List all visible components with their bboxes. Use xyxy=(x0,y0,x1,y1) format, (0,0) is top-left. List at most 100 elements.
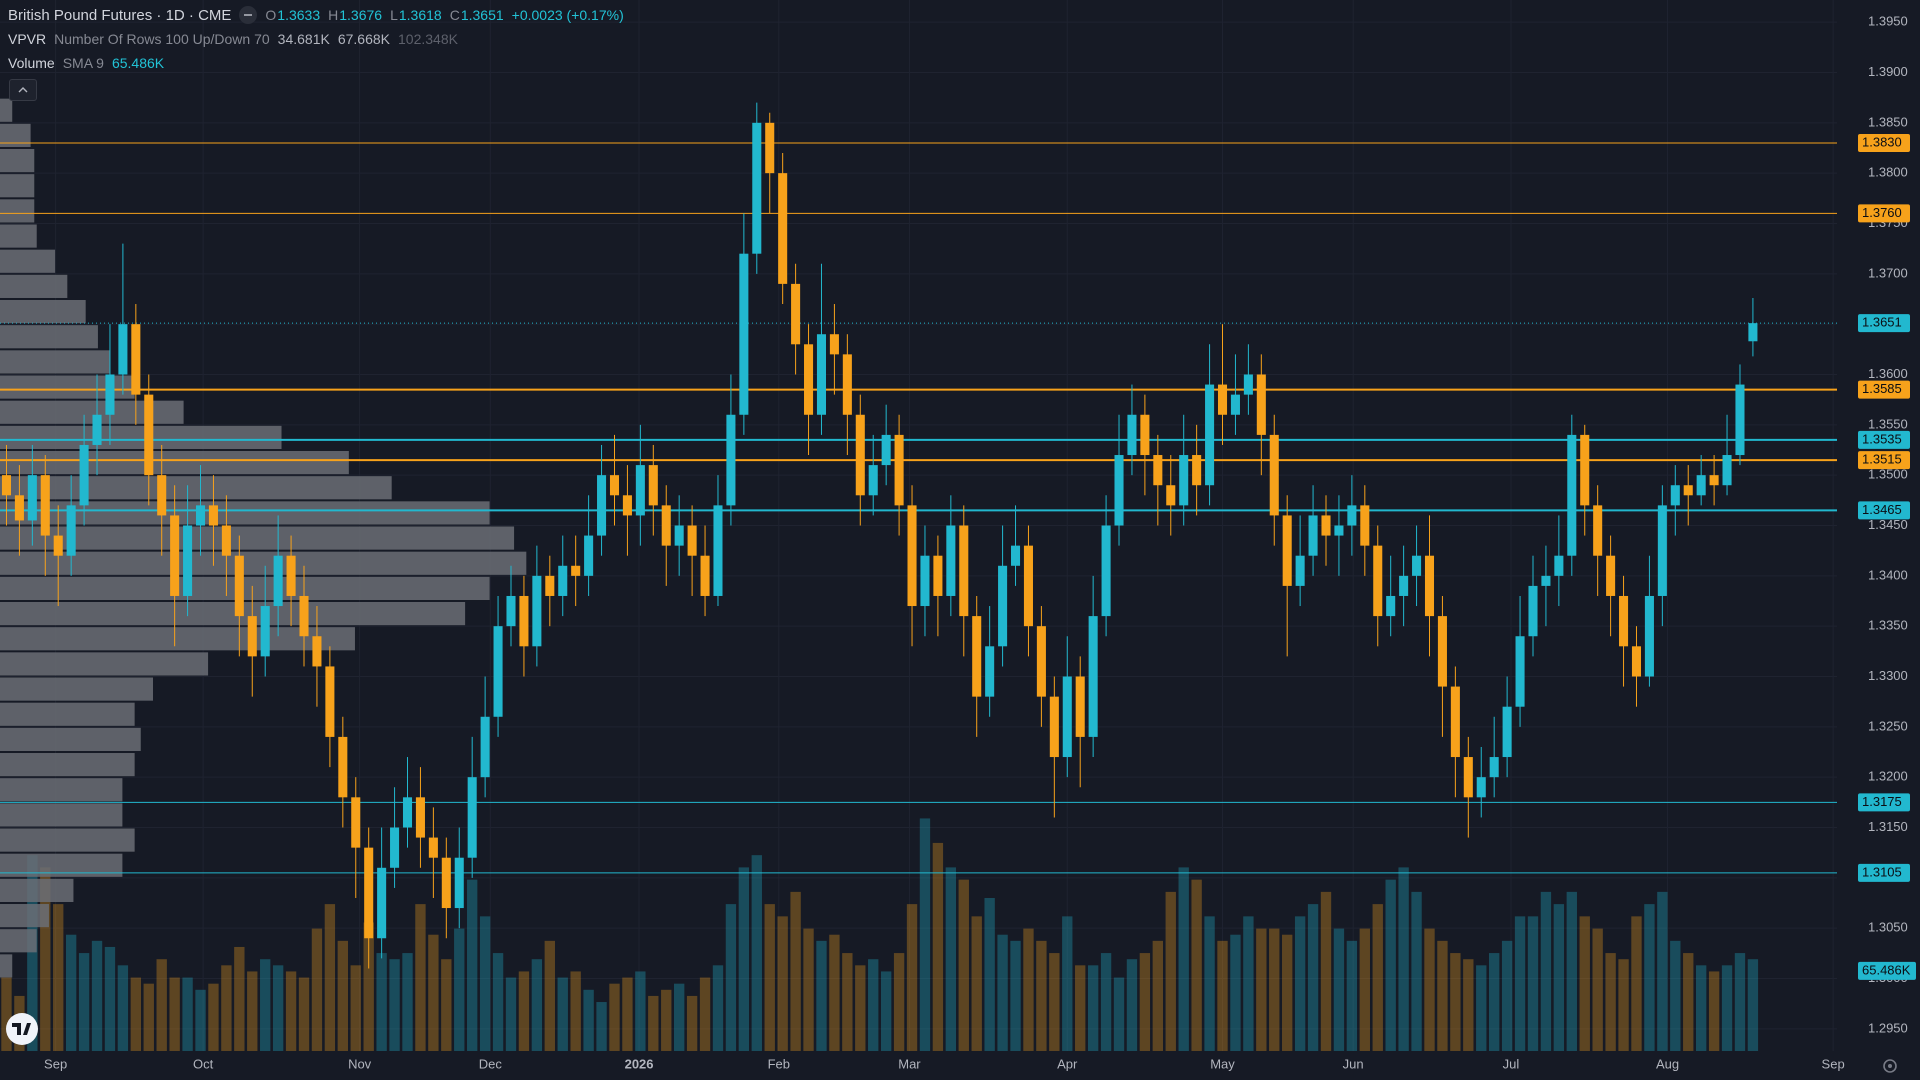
candle-body xyxy=(1412,555,1422,576)
volume-bar xyxy=(260,959,271,1051)
candle-body xyxy=(14,495,24,521)
candle-body xyxy=(1114,455,1124,526)
volume-bar xyxy=(1592,928,1603,1051)
x-tick-label: 2026 xyxy=(625,1056,654,1071)
collapse-button[interactable] xyxy=(9,79,37,101)
candle-body xyxy=(1295,555,1305,586)
x-tick-label: Jun xyxy=(1343,1056,1364,1071)
volume-bar xyxy=(337,940,348,1051)
candle-body xyxy=(739,253,749,415)
candle-body xyxy=(1192,455,1202,486)
candle-body xyxy=(765,122,775,174)
level-label: 1.3830 xyxy=(1862,134,1902,149)
candle-body xyxy=(1036,626,1046,697)
candle-body xyxy=(1631,646,1642,677)
level-label: 1.3465 xyxy=(1862,502,1902,517)
legend-main: British Pound Futures · 1D · CME O 1.3633… xyxy=(8,6,624,24)
volume-bar xyxy=(467,879,478,1051)
candle-body xyxy=(1399,575,1409,596)
volume-bar xyxy=(1566,891,1577,1051)
legend-volume: Volume SMA 9 65.486K xyxy=(8,55,164,71)
profile-bar xyxy=(0,274,68,298)
ohlc: H 1.3676 xyxy=(328,7,382,23)
candle-body xyxy=(946,525,956,596)
profile-bar xyxy=(0,299,86,324)
candle-body xyxy=(1062,676,1072,758)
profile-bar xyxy=(0,551,527,575)
volume-bar xyxy=(1605,953,1616,1051)
profile-bar xyxy=(0,199,35,223)
ohlc-value: 1.3676 xyxy=(339,7,383,23)
candle-body xyxy=(79,444,89,506)
y-tick-label: 1.3950 xyxy=(1868,14,1908,29)
volume-bar xyxy=(1514,916,1526,1051)
volume-pane xyxy=(1,818,1759,1051)
candle-body xyxy=(325,666,335,737)
y-tick-label: 1.3800 xyxy=(1868,165,1908,180)
volume-bar xyxy=(1036,940,1047,1051)
indicator-value: 34.681K xyxy=(277,31,330,47)
volume-bar xyxy=(893,953,905,1051)
candle-body xyxy=(195,505,206,526)
x-tick-label: Jul xyxy=(1503,1056,1520,1071)
volume-bar xyxy=(27,855,38,1051)
profile-bar xyxy=(0,803,123,827)
candle-body xyxy=(1179,455,1189,506)
volume-bar xyxy=(777,916,788,1051)
volume-bar xyxy=(53,904,64,1051)
candle-body xyxy=(1748,323,1758,342)
profile-bar xyxy=(0,576,490,601)
volume-bar xyxy=(622,977,633,1051)
profile-bar xyxy=(0,526,515,550)
volume-bar xyxy=(298,977,310,1051)
indicator-name[interactable]: VPVR xyxy=(8,31,47,47)
volume-bar xyxy=(712,965,724,1051)
level-label-bg xyxy=(1858,793,1910,812)
indicator-name[interactable]: Volume xyxy=(8,55,55,71)
candle-body xyxy=(66,505,76,556)
volume-bar xyxy=(971,916,982,1051)
profile-bar xyxy=(0,98,13,122)
candle-body xyxy=(1437,616,1447,687)
volume-bar xyxy=(1320,891,1332,1051)
profile-bar xyxy=(0,828,135,852)
symbol-title: British Pound Futures · 1D · CME xyxy=(8,6,232,24)
volume-bar xyxy=(104,946,116,1051)
profile-bar xyxy=(0,375,135,399)
level-label: 1.3105 xyxy=(1862,864,1902,879)
volume-bar xyxy=(570,971,581,1051)
volume-bar xyxy=(285,971,297,1051)
candle-body xyxy=(752,122,762,254)
volume-bar xyxy=(1113,977,1125,1051)
settings-icon[interactable] xyxy=(1883,1059,1897,1073)
candle-body xyxy=(609,475,620,496)
volume-bar xyxy=(1450,953,1461,1051)
candle-body xyxy=(1308,515,1318,556)
candle-body xyxy=(1463,757,1473,798)
candle-body xyxy=(221,525,231,556)
level-label-bg xyxy=(1858,430,1910,449)
candle-body xyxy=(273,555,283,607)
hide-button[interactable] xyxy=(239,6,258,24)
candle-body xyxy=(260,606,270,657)
candle-body xyxy=(441,857,451,909)
y-tick-label: 1.3450 xyxy=(1868,517,1908,532)
candle-body xyxy=(1269,434,1279,516)
candle-body xyxy=(390,827,400,868)
volume-bar xyxy=(738,867,750,1051)
candle-body xyxy=(648,465,658,506)
volume-bar xyxy=(130,977,142,1051)
volume-bar xyxy=(428,934,439,1051)
y-tick-label: 1.3500 xyxy=(1868,467,1908,482)
volume-bar xyxy=(1346,940,1358,1051)
y-tick-label: 1.3850 xyxy=(1868,114,1908,129)
volume-bar xyxy=(91,940,103,1051)
candle-body xyxy=(1644,595,1654,677)
profile-bar xyxy=(0,148,35,173)
volume-bar xyxy=(1734,953,1746,1051)
volume-bar xyxy=(505,977,517,1051)
volume-bar xyxy=(829,934,840,1051)
candle-body xyxy=(1709,475,1719,486)
volume-bar xyxy=(441,959,452,1051)
volume-bar xyxy=(78,953,90,1051)
